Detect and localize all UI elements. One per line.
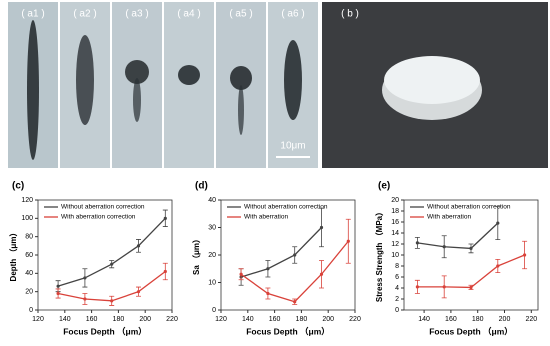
data-point: [266, 291, 270, 296]
data-point: [319, 225, 324, 230]
data-point: [442, 245, 446, 249]
x-tick-label: 180: [472, 316, 484, 323]
panel-label: ( a1 ): [21, 9, 44, 20]
x-tick-label: 160: [445, 316, 457, 323]
data-point: [293, 253, 297, 257]
data-point: [523, 253, 527, 257]
x-tick-label: 180: [296, 316, 308, 323]
y-tick-label: 20: [391, 197, 399, 204]
y-tick-label: 4: [395, 285, 399, 292]
panel-label: ( b ): [341, 9, 359, 20]
y-tick-label: 40: [25, 270, 33, 277]
data-point: [415, 241, 419, 245]
y-axis-label: Stress Strength （MPa）: [374, 208, 384, 302]
y-axis-label: Sa （μm）: [191, 235, 201, 275]
y-tick-label: 18: [391, 208, 399, 215]
y-axis-label: Depth （μm）: [8, 229, 18, 282]
legend-label: With aberration correction: [61, 214, 136, 221]
panel-label: ( a2 ): [73, 9, 96, 20]
y-tick-label: 12: [391, 241, 399, 248]
x-tick-label: 180: [113, 316, 125, 323]
series-line: [57, 217, 166, 287]
x-tick-label: 120: [32, 316, 44, 323]
data-point: [442, 285, 446, 289]
y-tick-label: 0: [395, 307, 399, 314]
y-tick-label: 20: [25, 289, 33, 296]
series-line: [240, 227, 322, 278]
panel-label: (d): [195, 181, 208, 192]
data-point: [136, 290, 141, 294]
data-point: [136, 244, 141, 248]
y-tick-label: 16: [391, 219, 399, 226]
data-point: [469, 285, 473, 290]
data-point: [415, 285, 419, 289]
y-tick-label: 20: [208, 252, 216, 259]
micrograph-panels: ( a1 ) ( a2 ) ( a3 ) ( a4 ) ( a5 ) ( a6 …: [8, 2, 548, 168]
scale-bar-label: 10μm: [280, 141, 305, 152]
x-tick-label: 160: [269, 316, 281, 323]
x-axis-label: Focus Depth （μm）: [246, 326, 330, 336]
x-axis-label: Focus Depth （μm）: [429, 326, 513, 336]
data-point: [496, 221, 500, 225]
y-tick-label: 14: [391, 230, 399, 237]
x-tick-label: 140: [418, 316, 430, 323]
x-tick-label: 140: [59, 316, 71, 323]
x-tick-label: 160: [86, 316, 98, 323]
x-tick-label: 220: [349, 316, 361, 323]
x-tick-label: 120: [215, 316, 227, 323]
legend-label: With aberration: [427, 214, 471, 221]
panel-label: (e): [378, 181, 390, 192]
y-tick-label: 2: [395, 296, 399, 303]
y-tick-label: 10: [391, 252, 399, 259]
x-tick-label: 140: [242, 316, 254, 323]
x-tick-label: 200: [322, 316, 334, 323]
y-tick-label: 6: [395, 274, 399, 281]
y-tick-label: 10: [208, 279, 216, 286]
x-tick-label: 220: [525, 316, 537, 323]
series-line: [417, 254, 525, 289]
y-tick-label: 0: [212, 307, 216, 314]
y-tick-label: 60: [25, 252, 33, 259]
y-tick-label: 0: [29, 307, 33, 314]
x-tick-label: 200: [499, 316, 511, 323]
data-point: [110, 262, 114, 266]
legend-label: Without aberration correction: [244, 204, 328, 211]
data-point: [83, 276, 87, 280]
y-tick-label: 80: [25, 234, 33, 241]
y-tick-label: 30: [208, 224, 216, 231]
data-point: [56, 284, 60, 288]
legend-label: Without aberration correction: [427, 204, 511, 211]
legend-label: Without aberration correction: [61, 204, 145, 211]
data-point: [163, 269, 167, 274]
y-tick-label: 8: [395, 263, 399, 270]
panel-label: ( a5 ): [229, 9, 252, 20]
data-point: [346, 239, 350, 243]
panel-label: ( a3 ): [125, 9, 148, 20]
data-point: [83, 297, 87, 301]
y-tick-label: 100: [21, 215, 33, 222]
panel-label: (c): [12, 181, 24, 192]
data-point: [266, 267, 270, 271]
data-point: [110, 299, 114, 303]
data-point: [239, 272, 243, 276]
data-point: [319, 272, 324, 276]
x-tick-label: 220: [166, 316, 178, 323]
data-point: [469, 246, 473, 250]
panel-label: ( a6 ): [281, 9, 304, 20]
data-point: [496, 264, 500, 268]
series-line: [417, 222, 499, 250]
data-point: [56, 291, 60, 296]
legend-label: With aberration: [244, 214, 288, 221]
data-point: [163, 216, 167, 220]
x-tick-label: 200: [139, 316, 151, 323]
data-point: [293, 300, 297, 304]
x-axis-label: Focus Depth （μm）: [63, 326, 147, 336]
y-tick-label: 40: [208, 197, 216, 204]
y-tick-label: 120: [21, 197, 33, 204]
panel-label: ( a4 ): [177, 9, 200, 20]
